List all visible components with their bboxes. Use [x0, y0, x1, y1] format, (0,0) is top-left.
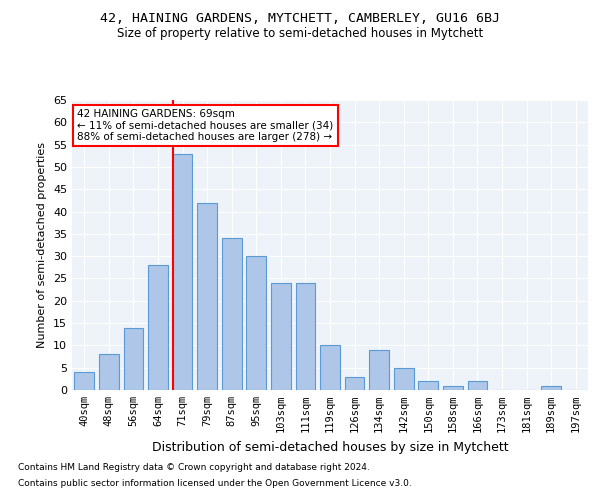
Text: Size of property relative to semi-detached houses in Mytchett: Size of property relative to semi-detach…: [117, 28, 483, 40]
Bar: [247, 256, 266, 390]
Text: Contains public sector information licensed under the Open Government Licence v3: Contains public sector information licen…: [18, 478, 412, 488]
Bar: [345, 376, 364, 390]
Bar: [124, 328, 143, 390]
Bar: [443, 386, 463, 390]
Text: Contains HM Land Registry data © Crown copyright and database right 2024.: Contains HM Land Registry data © Crown c…: [18, 464, 370, 472]
Bar: [271, 283, 290, 390]
Text: 42, HAINING GARDENS, MYTCHETT, CAMBERLEY, GU16 6BJ: 42, HAINING GARDENS, MYTCHETT, CAMBERLEY…: [100, 12, 500, 26]
Bar: [74, 372, 94, 390]
Text: 42 HAINING GARDENS: 69sqm
← 11% of semi-detached houses are smaller (34)
88% of : 42 HAINING GARDENS: 69sqm ← 11% of semi-…: [77, 108, 334, 142]
Bar: [222, 238, 242, 390]
Bar: [197, 202, 217, 390]
Bar: [541, 386, 561, 390]
Bar: [418, 381, 438, 390]
X-axis label: Distribution of semi-detached houses by size in Mytchett: Distribution of semi-detached houses by …: [152, 440, 508, 454]
Y-axis label: Number of semi-detached properties: Number of semi-detached properties: [37, 142, 47, 348]
Bar: [296, 283, 315, 390]
Bar: [320, 346, 340, 390]
Bar: [99, 354, 119, 390]
Bar: [173, 154, 193, 390]
Bar: [467, 381, 487, 390]
Bar: [148, 265, 168, 390]
Bar: [370, 350, 389, 390]
Bar: [394, 368, 413, 390]
